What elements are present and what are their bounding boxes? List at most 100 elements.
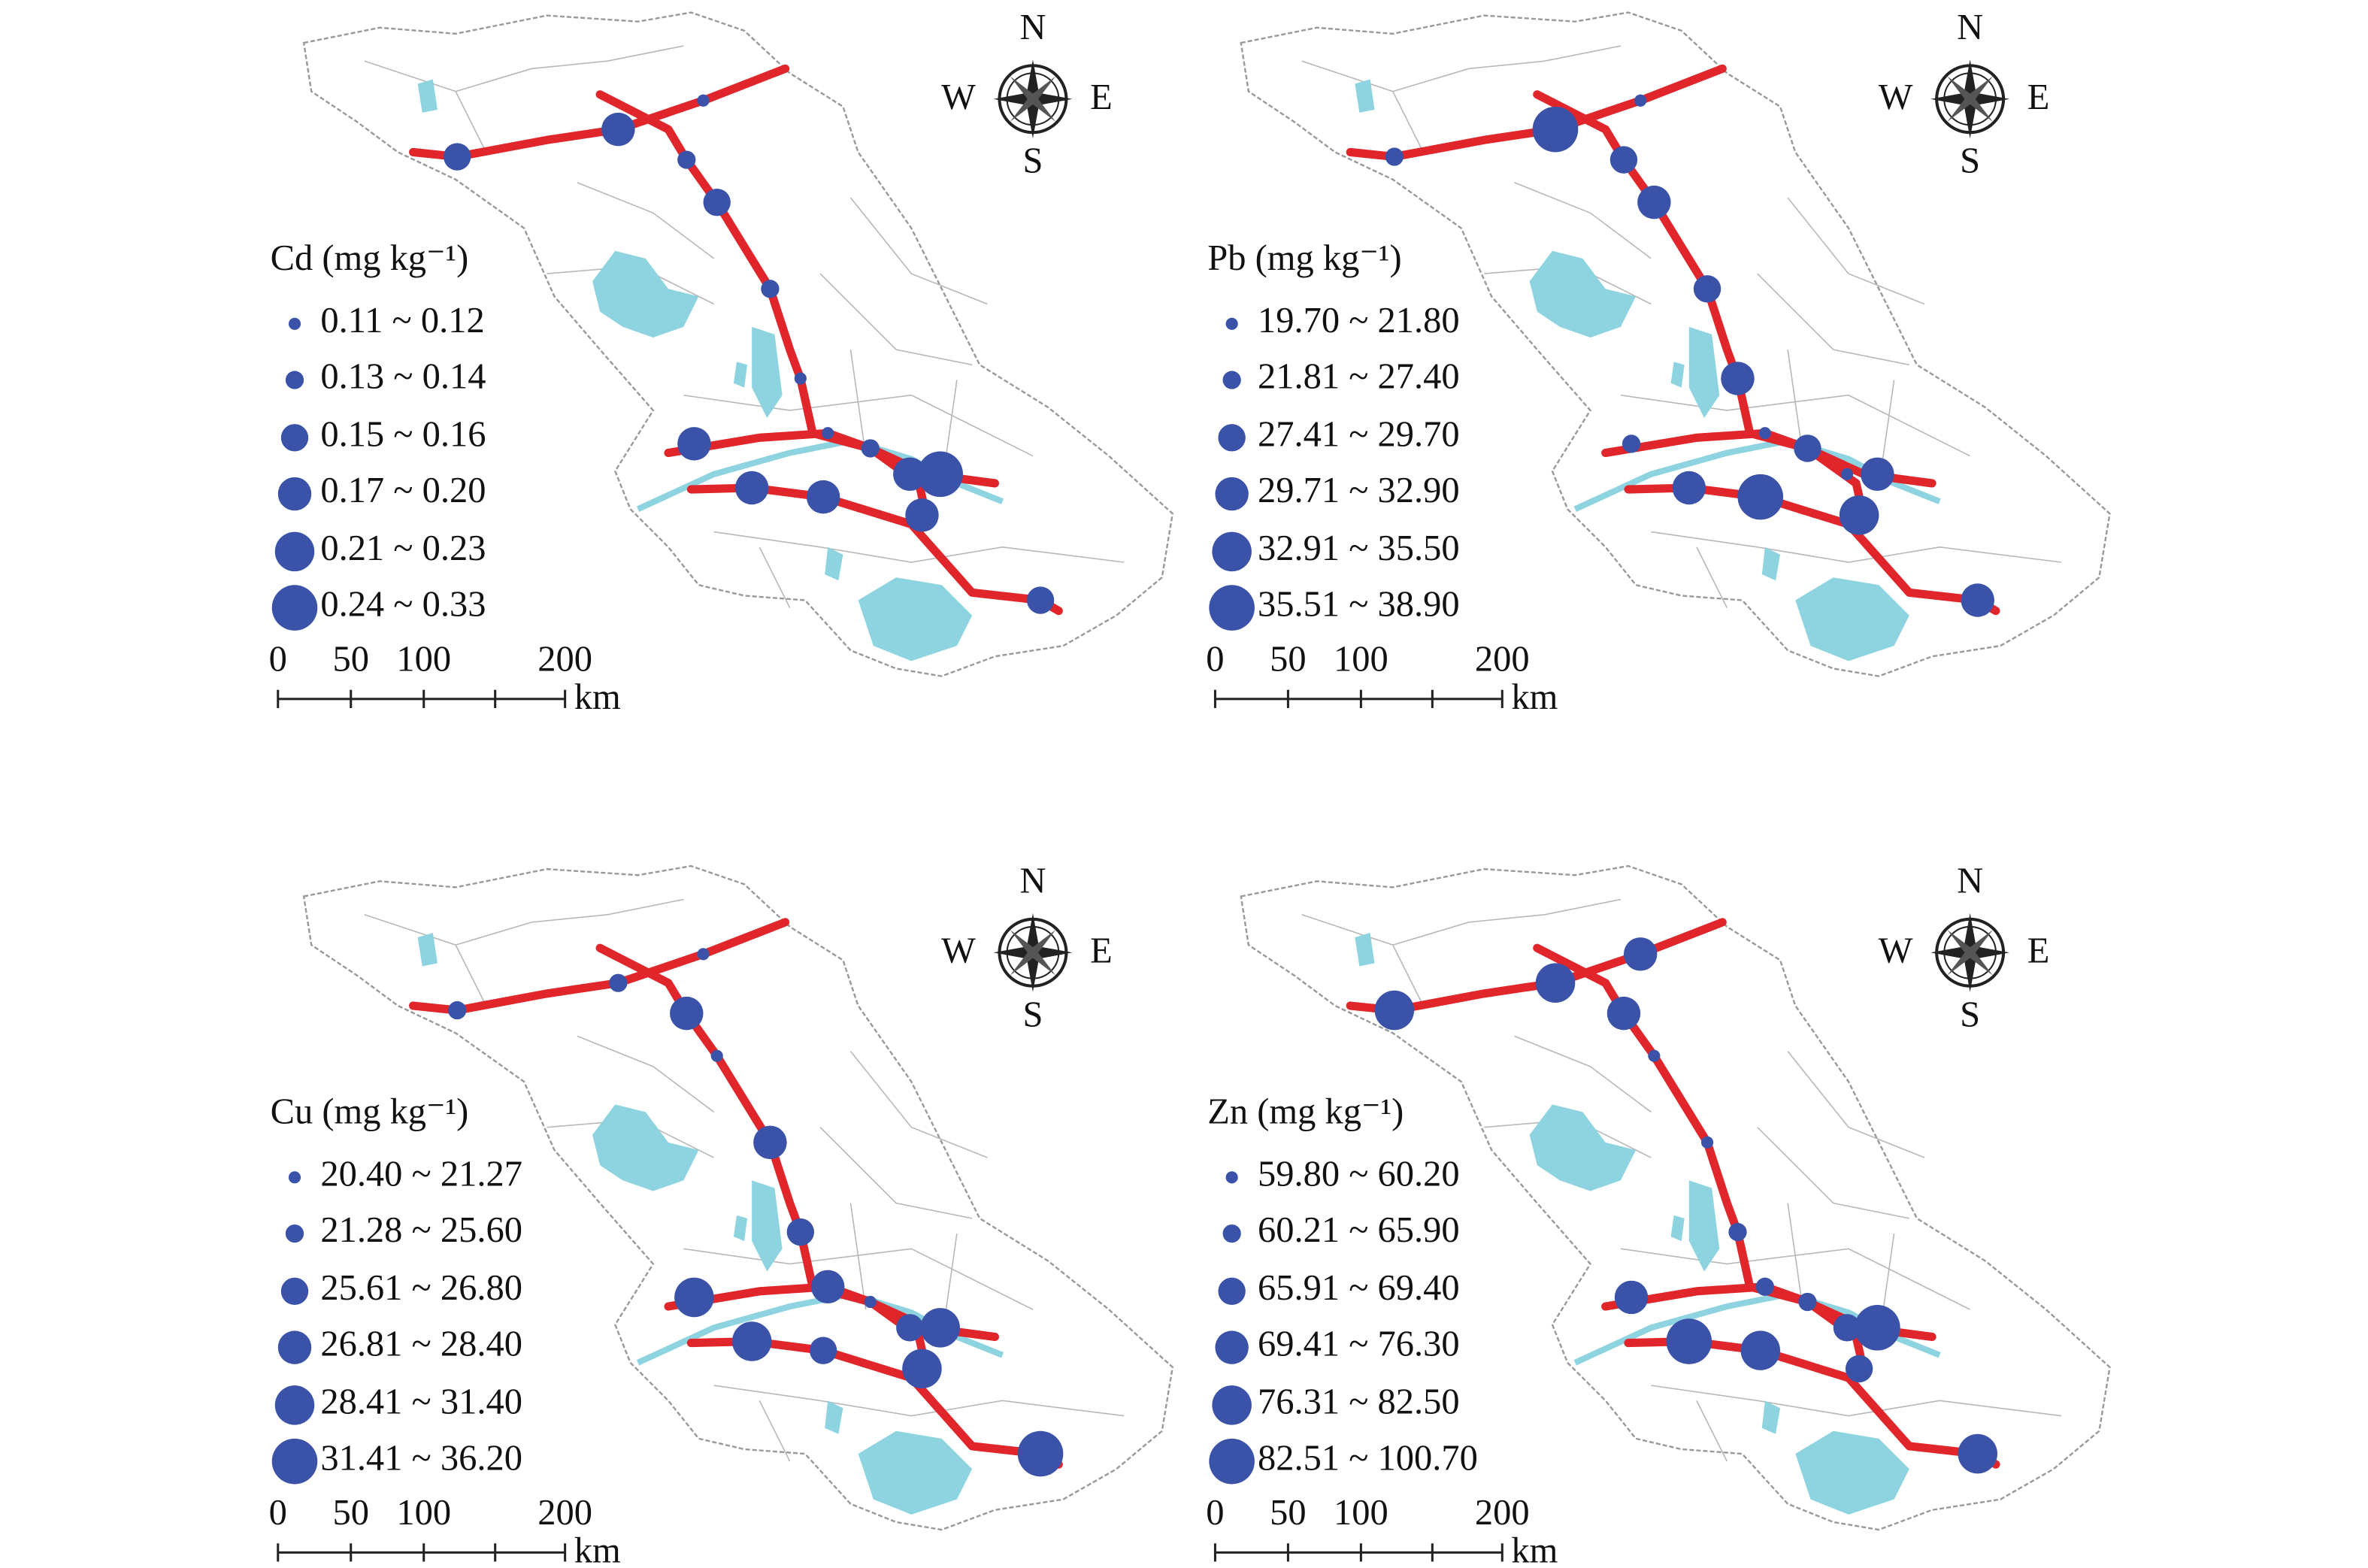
legend-symbol	[285, 371, 304, 389]
legend-label: 65.91 ~ 69.40	[1258, 1268, 1460, 1308]
site-marker	[1845, 1355, 1873, 1383]
compass-n: N	[1957, 8, 1983, 47]
legend-symbol	[1218, 424, 1246, 452]
legend-symbol	[1222, 371, 1241, 389]
legend-label: 25.61 ~ 26.80	[320, 1268, 522, 1308]
compass-w: W	[941, 77, 976, 117]
site-marker	[920, 1308, 960, 1348]
compass-s: S	[1022, 994, 1043, 1034]
scale-label: 0	[1206, 1493, 1224, 1533]
site-marker	[1839, 495, 1879, 535]
site-marker	[1622, 434, 1641, 453]
site-marker	[1606, 996, 1641, 1031]
compass-w: W	[941, 931, 976, 970]
site-marker	[861, 439, 880, 458]
site-marker	[1721, 362, 1755, 395]
site-marker	[443, 143, 471, 171]
legend-label: 0.11 ~ 0.12	[320, 301, 484, 341]
legend-label: 29.71 ~ 32.90	[1258, 471, 1460, 510]
legend-symbol	[1225, 317, 1238, 330]
legend-label: 35.51 ~ 38.90	[1258, 585, 1460, 625]
legend-symbol	[1209, 585, 1255, 631]
legend-label: 28.41 ~ 31.40	[320, 1382, 522, 1422]
scale-unit: km	[574, 677, 621, 717]
site-marker	[1840, 468, 1854, 480]
legend-label: 31.41 ~ 36.20	[320, 1438, 522, 1478]
site-marker	[1614, 1280, 1649, 1315]
legend-symbol	[1215, 1330, 1249, 1364]
compass-w: W	[1879, 931, 1913, 970]
site-marker	[1648, 1049, 1661, 1062]
panels: Cd (mg kg⁻¹) 0.11 ~ 0.12 0.13 ~ 0.14 0.15 ~…	[269, 8, 2110, 1568]
site-marker	[902, 1349, 942, 1389]
scale-label: 0	[269, 1493, 287, 1533]
map-panel: Cd (mg kg⁻¹) 0.11 ~ 0.12 0.13 ~ 0.14 0.15 ~…	[269, 8, 1173, 717]
scale-label: 100	[1334, 1493, 1388, 1533]
scale-label: 200	[1475, 1493, 1530, 1533]
site-marker	[677, 427, 711, 461]
compass-e: E	[2027, 931, 2050, 970]
legend-label: 82.51 ~ 100.70	[1258, 1438, 1478, 1478]
legend-symbol	[277, 477, 312, 511]
site-marker	[734, 471, 769, 505]
legend-label: 0.15 ~ 0.16	[320, 414, 486, 454]
legend-symbol	[1209, 1438, 1255, 1485]
compass-n: N	[1019, 8, 1046, 47]
legend-symbol	[274, 1385, 315, 1425]
compass	[1930, 913, 2009, 992]
site-marker	[1666, 1318, 1712, 1364]
site-marker	[1798, 1292, 1817, 1312]
legend-symbol	[1222, 1224, 1241, 1243]
site-marker	[1728, 1222, 1747, 1242]
site-marker	[1385, 147, 1404, 166]
site-marker	[1861, 457, 1894, 492]
scale-label: 200	[537, 639, 592, 679]
site-marker	[794, 372, 807, 385]
site-marker	[1017, 1430, 1064, 1477]
legend-label: 0.13 ~ 0.14	[320, 357, 486, 397]
site-marker	[697, 94, 710, 107]
legend-label: 0.17 ~ 0.20	[320, 471, 486, 510]
compass-s: S	[1022, 141, 1043, 181]
site-marker	[1623, 937, 1658, 971]
legend-symbol	[271, 1438, 318, 1485]
site-marker	[1637, 185, 1671, 219]
site-marker	[917, 451, 964, 498]
site-marker	[810, 1270, 845, 1304]
legend-label: 59.80 ~ 60.20	[1258, 1154, 1460, 1194]
scale-label: 200	[537, 1493, 592, 1533]
site-marker	[731, 1321, 772, 1361]
scale-unit: km	[1511, 1531, 1558, 1568]
scale-label: 100	[396, 639, 451, 679]
legend-symbol	[1212, 1385, 1252, 1425]
site-marker	[710, 1049, 723, 1062]
compass-e: E	[2027, 77, 2050, 117]
site-marker	[896, 1314, 924, 1342]
legend-symbol	[1218, 1277, 1246, 1306]
site-marker	[806, 480, 840, 514]
legend-label: 19.70 ~ 21.80	[1258, 301, 1460, 341]
site-marker	[809, 1336, 837, 1364]
legend-symbol	[1215, 477, 1249, 511]
legend-label: 26.81 ~ 28.40	[320, 1324, 522, 1364]
legend-symbol	[288, 317, 301, 330]
site-marker	[905, 498, 939, 532]
legend-label: 32.91 ~ 35.50	[1258, 528, 1460, 568]
site-marker	[761, 280, 780, 298]
legend-label: 27.41 ~ 29.70	[1258, 414, 1460, 454]
scale-unit: km	[1511, 677, 1558, 717]
site-marker	[1693, 275, 1721, 303]
legend-symbol	[280, 424, 309, 452]
scale-label: 100	[1334, 639, 1388, 679]
map-panel: Cu (mg kg⁻¹) 20.40 ~ 21.27 21.28 ~ 25.60 25…	[269, 861, 1173, 1568]
scale-label: 50	[332, 639, 368, 679]
legend-label: 21.28 ~ 25.60	[320, 1210, 522, 1250]
site-marker	[697, 948, 710, 961]
site-marker	[1609, 146, 1638, 174]
legend-label: 60.21 ~ 65.90	[1258, 1210, 1460, 1250]
site-marker	[1755, 1277, 1774, 1296]
compass-e: E	[1090, 77, 1113, 117]
site-marker	[753, 1125, 787, 1160]
site-marker	[1740, 1330, 1781, 1370]
compass-e: E	[1090, 931, 1113, 970]
